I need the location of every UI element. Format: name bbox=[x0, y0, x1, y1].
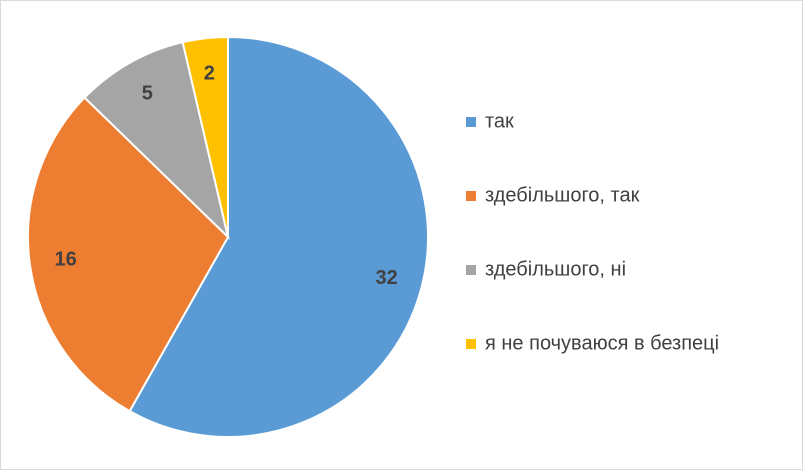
legend-label: здебільшого, ні bbox=[485, 258, 626, 280]
legend-swatch bbox=[466, 265, 476, 275]
legend-swatch bbox=[466, 191, 476, 201]
data-label: 32 bbox=[375, 267, 397, 289]
pie bbox=[27, 35, 429, 438]
legend-swatch bbox=[466, 339, 476, 349]
data-label: 5 bbox=[142, 82, 153, 104]
data-label: 16 bbox=[55, 249, 77, 271]
pie-slice bbox=[27, 96, 230, 413]
pie-slice bbox=[128, 35, 429, 438]
pie-slice bbox=[181, 35, 229, 238]
legend-label: здебільшого, так bbox=[485, 184, 640, 206]
legend-label: так bbox=[485, 110, 514, 132]
legend: так здебільшого, так здебільшого, ні я не п… bbox=[466, 110, 719, 354]
legend-label: я не почуваюся в безпеці bbox=[485, 332, 719, 354]
legend-swatch bbox=[466, 117, 476, 127]
pie-slice bbox=[83, 40, 230, 241]
data-labels: 32 16 5 2 bbox=[55, 62, 398, 289]
data-label: 2 bbox=[204, 62, 215, 84]
